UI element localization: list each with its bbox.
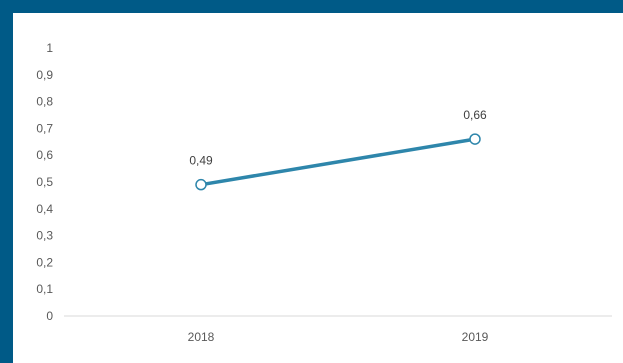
x-tick-label: 2018 [188, 330, 215, 344]
top-border-bar [0, 0, 623, 13]
y-tick-label: 0,4 [36, 202, 53, 216]
y-tick-label: 0,9 [36, 68, 53, 82]
left-border-bar [0, 0, 13, 363]
y-tick-label: 0,7 [36, 121, 53, 135]
data-label: 0,66 [463, 108, 487, 122]
y-tick-label: 0,5 [36, 175, 53, 189]
y-tick-label: 0,6 [36, 148, 53, 162]
y-tick-label: 0,2 [36, 255, 53, 269]
series-line [199, 137, 477, 187]
x-tick-label: 2019 [462, 330, 489, 344]
data-point-marker [469, 133, 481, 145]
y-tick-label: 0,3 [36, 229, 53, 243]
data-label: 0,49 [189, 154, 213, 168]
data-point-marker [195, 178, 207, 191]
y-tick-label: 0,1 [36, 282, 53, 296]
y-tick-label: 1 [46, 41, 53, 55]
y-tick-label: 0 [46, 309, 53, 323]
y-tick-label: 0,8 [36, 95, 53, 109]
